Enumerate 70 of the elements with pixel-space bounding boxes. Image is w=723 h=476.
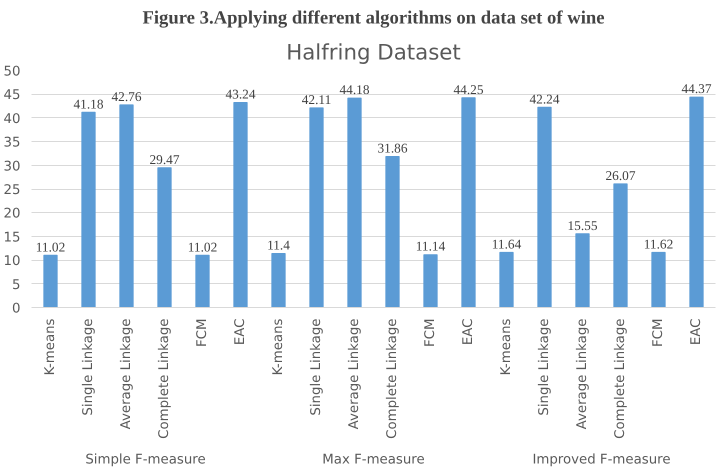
x-tick-label: K-means <box>271 318 286 376</box>
data-label: 11.64 <box>492 236 522 252</box>
x-tick-label: Average Linkage <box>575 318 590 430</box>
bar <box>385 156 400 308</box>
bar <box>689 96 704 308</box>
x-tick-label: FCM <box>651 318 666 347</box>
x-tick-label: FCM <box>423 318 438 347</box>
y-tick-label: 35 <box>4 136 21 151</box>
text: Improved F-measure <box>532 452 671 468</box>
bar <box>119 104 134 308</box>
x-tick-label: Single Linkage <box>309 318 324 416</box>
y-tick-label: 30 <box>4 159 21 174</box>
bar <box>575 233 590 308</box>
y-tick-label: 20 <box>4 206 21 222</box>
x-tick-label: FCM <box>195 318 210 347</box>
data-label: 26.07 <box>606 168 636 183</box>
data-label: 44.37 <box>682 81 712 96</box>
x-tick-label: Complete Linkage <box>157 318 172 439</box>
text: Max F-measure <box>322 452 425 468</box>
data-label: 29.47 <box>150 152 180 167</box>
bar <box>157 167 172 308</box>
x-tick-label: Average Linkage <box>347 318 362 430</box>
bar <box>81 112 96 308</box>
data-label: 41.18 <box>74 96 104 112</box>
data-label: 11.02 <box>188 239 218 254</box>
x-tick-label: Average Linkage <box>119 318 134 430</box>
bar <box>537 106 552 308</box>
data-label: 11.62 <box>644 236 674 252</box>
bar <box>233 102 248 308</box>
y-tick-label: 40 <box>4 112 21 127</box>
data-label: 11.4 <box>267 237 290 252</box>
bar <box>271 252 286 308</box>
y-tick-label: 25 <box>4 183 21 198</box>
x-tick-label: EAC <box>233 318 248 346</box>
y-tick-label: 5 <box>12 278 21 293</box>
y-tick-label: 50 <box>4 64 21 80</box>
data-label: 11.14 <box>416 238 446 254</box>
data-label: 44.25 <box>454 82 484 97</box>
data-label: 42.24 <box>530 91 560 106</box>
bar <box>423 254 438 308</box>
bar <box>651 252 666 308</box>
data-label: 42.76 <box>112 88 142 104</box>
data-label: 15.55 <box>568 218 598 233</box>
bar <box>309 107 324 308</box>
x-tick-label: EAC <box>689 318 704 346</box>
text: Simple F-measure <box>85 452 206 468</box>
x-tick-label: Single Linkage <box>81 318 96 416</box>
bar <box>195 254 210 308</box>
y-tick-label: 0 <box>12 302 21 316</box>
bar <box>461 97 476 308</box>
data-label: 44.18 <box>340 82 370 98</box>
bar <box>43 254 58 308</box>
x-tick-label: Single Linkage <box>537 318 552 416</box>
x-tick-label: Complete Linkage <box>385 318 400 439</box>
y-tick-label: 45 <box>4 88 21 104</box>
y-tick-label: 10 <box>4 254 21 270</box>
x-tick-label: EAC <box>461 318 476 346</box>
x-tick-label: Complete Linkage <box>613 318 628 439</box>
data-label: 42.11 <box>302 92 332 107</box>
bar <box>613 183 628 308</box>
chart-subtitle: Halfring Dataset <box>286 40 461 66</box>
data-label: 43.24 <box>226 86 256 102</box>
x-tick-label: K-means <box>43 318 58 376</box>
bar <box>347 98 362 308</box>
data-label: 11.02 <box>36 239 66 254</box>
data-label: 31.86 <box>378 140 408 156</box>
x-tick-label: K-means <box>499 318 514 376</box>
chart-title: Figure 3.Applying different algorithms on data set of wine <box>142 8 605 28</box>
y-tick-label: 15 <box>4 230 21 246</box>
bar <box>499 252 514 308</box>
